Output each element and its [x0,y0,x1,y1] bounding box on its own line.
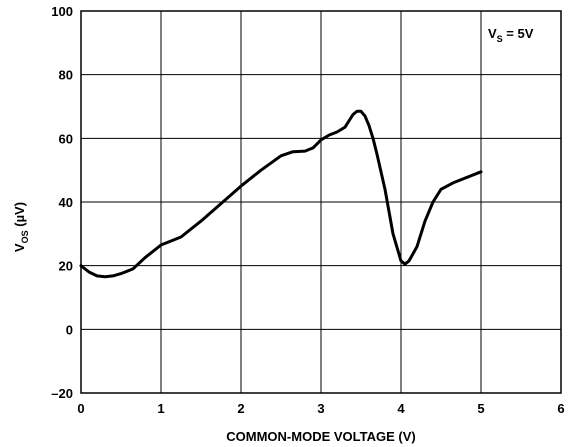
vs-annotation-main: V [488,26,497,41]
y-axis-label-sub: OS [20,230,30,243]
y-tick-label: 0 [66,322,73,337]
y-tick-labels: 100 80 60 40 20 0 –20 [51,4,73,401]
x-tick-label: 1 [157,401,164,416]
series-line-vos [79,109,483,279]
y-tick-label: 60 [59,131,73,146]
vs-annotation-rest: = 5V [503,26,534,41]
x-tick-label: 0 [77,401,84,416]
x-tick-labels: 0 1 2 3 4 5 6 [77,401,564,416]
x-tick-label: 5 [477,401,484,416]
grid [81,11,561,393]
y-axis-label-main: V [12,243,27,252]
y-tick-label: 40 [59,195,73,210]
y-tick-label: 20 [59,259,73,274]
x-tick-label: 4 [397,401,405,416]
x-tick-label: 3 [317,401,324,416]
y-axis-label-unit: (µV) [12,202,27,230]
plot-frame [80,10,562,394]
y-axis-label: VOS (µV) [12,202,30,252]
vs-annotation: VS = 5V [488,26,534,44]
x-tick-label: 2 [237,401,244,416]
y-tick-label: 100 [51,4,73,19]
x-tick-label: 6 [557,401,564,416]
y-tick-label: 80 [59,68,73,83]
y-tick-label: –20 [51,386,73,401]
x-axis-label: COMMON-MODE VOLTAGE (V) [226,429,415,444]
vs-annotation-sub: S [497,34,503,44]
